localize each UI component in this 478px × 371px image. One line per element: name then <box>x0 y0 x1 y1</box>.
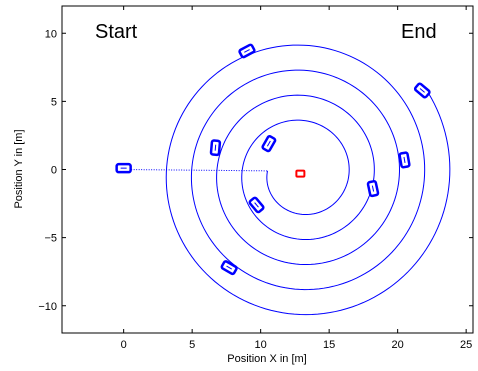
vehicle-marker <box>413 82 431 99</box>
vehicle-marker <box>366 180 380 198</box>
x-tick-label: 15 <box>323 339 335 351</box>
x-tick-label: 5 <box>189 339 195 351</box>
x-tick-label: 10 <box>255 339 267 351</box>
vehicle-marker <box>115 162 132 174</box>
vehicle-marker <box>209 139 222 157</box>
x-tick-label: 25 <box>460 339 472 351</box>
vehicle-marker <box>238 43 256 59</box>
y-tick-label: −10 <box>38 301 57 313</box>
target-marker <box>295 169 306 178</box>
vehicle-marker <box>248 196 265 214</box>
y-axis-label: Position Y in [m] <box>13 129 25 208</box>
data-layer <box>115 43 451 316</box>
end-annotation: End <box>401 21 437 43</box>
y-tick-label: 0 <box>51 165 57 177</box>
y-tick-label: −5 <box>44 233 57 245</box>
vehicle-marker <box>261 135 277 153</box>
x-tick-label: 0 <box>121 339 127 351</box>
start-annotation: Start <box>95 21 138 43</box>
y-tick-label: 10 <box>45 28 57 40</box>
spiral-trajectory <box>165 44 451 316</box>
tick-layer: 0 5 10 15 20 25 −10 −5 0 5 10 <box>38 6 473 351</box>
vehicle-marker <box>398 151 411 169</box>
vehicle-marker <box>220 260 238 276</box>
x-tick-label: 20 <box>392 339 404 351</box>
x-axis-label: Position X in [m] <box>227 353 306 365</box>
y-tick-label: 5 <box>51 96 57 108</box>
